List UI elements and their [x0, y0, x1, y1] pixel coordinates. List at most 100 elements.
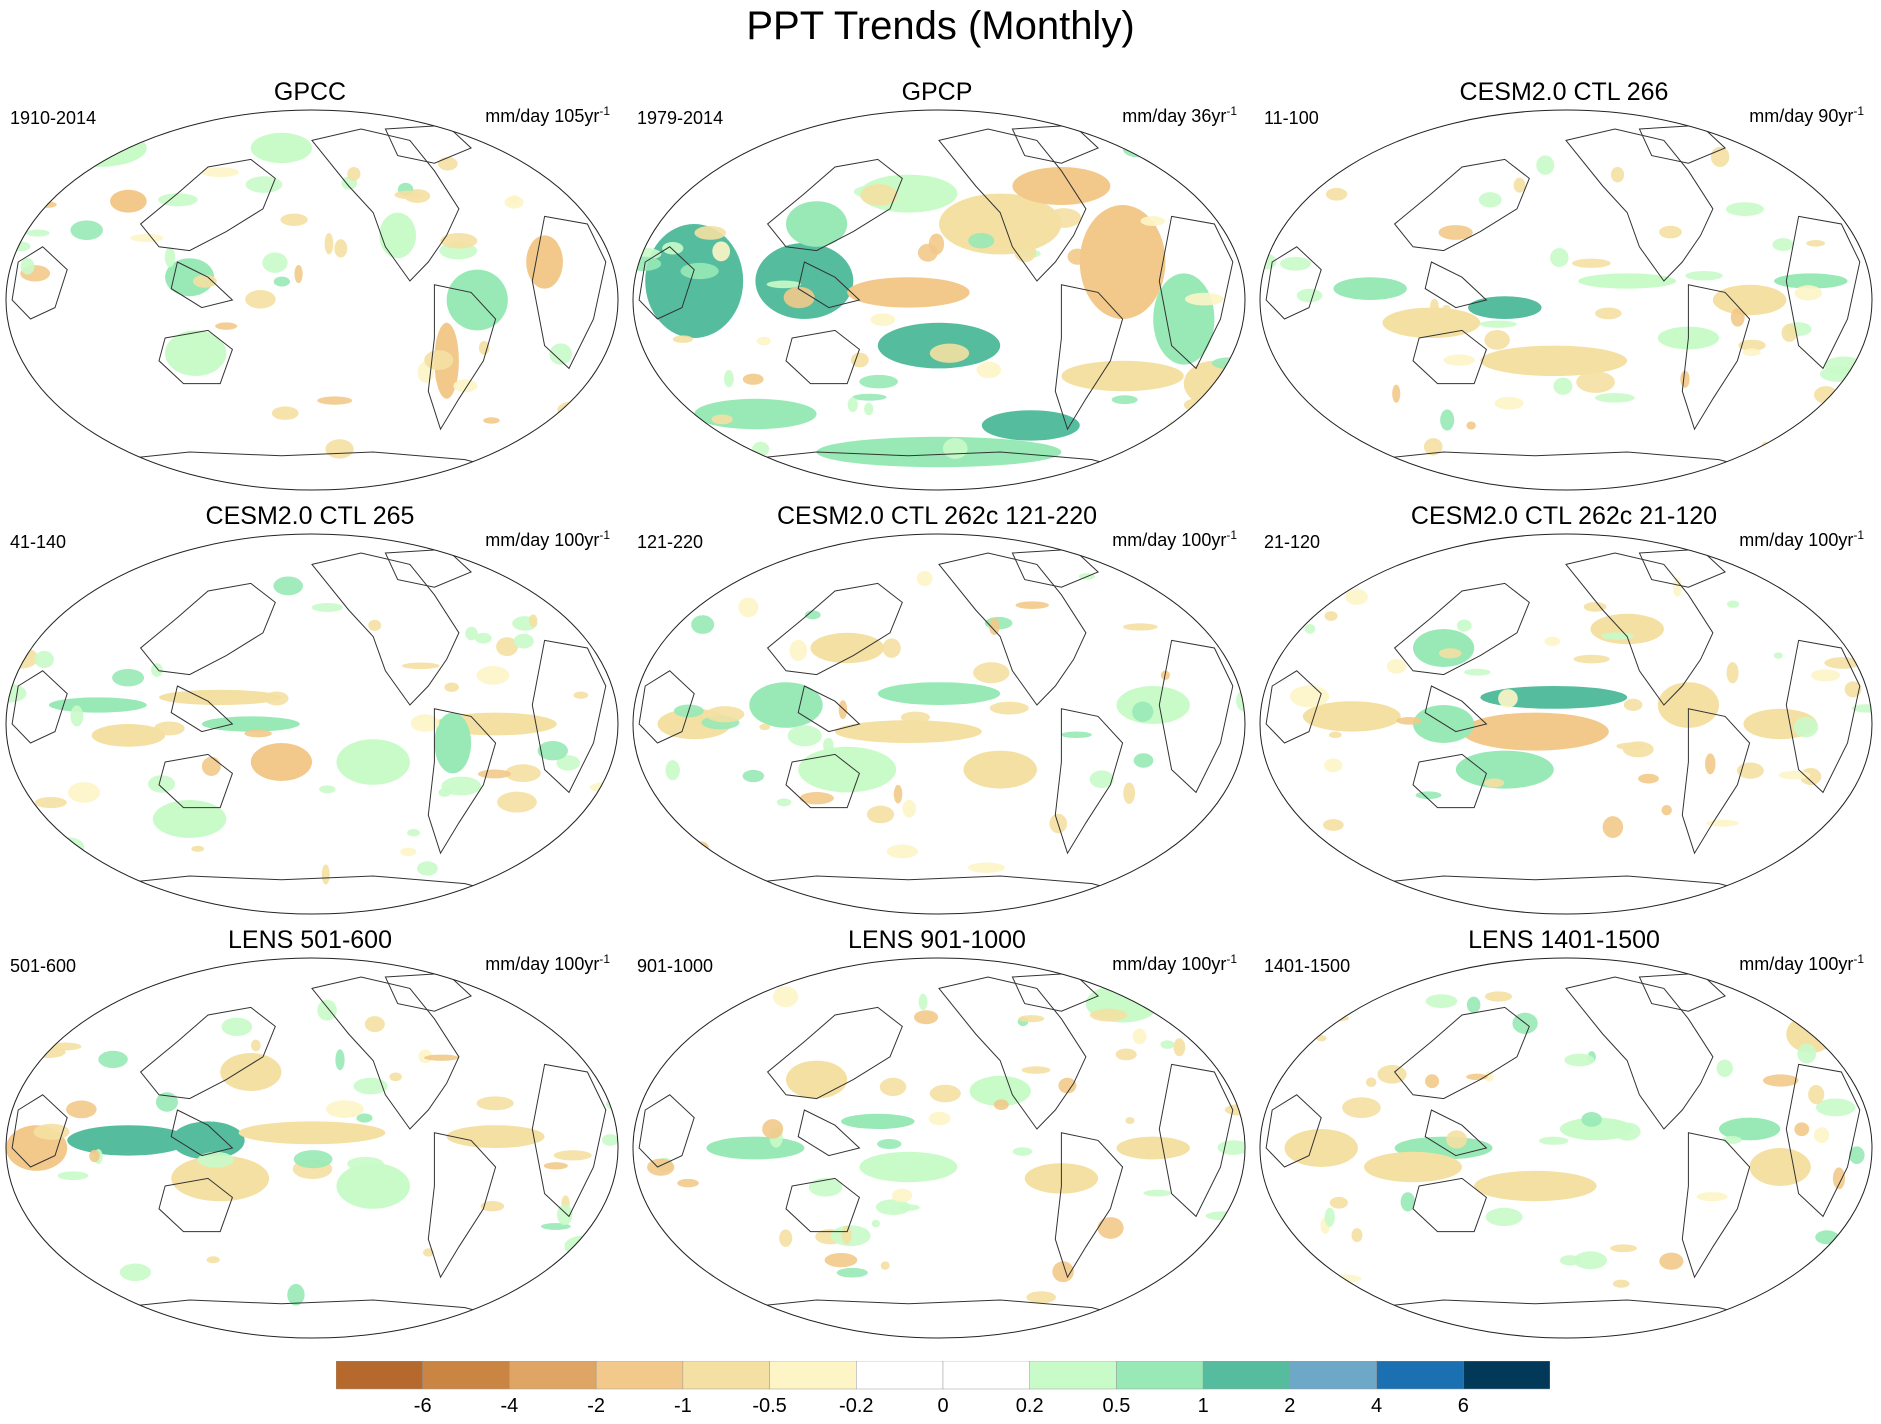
trend-patch	[441, 776, 482, 796]
trend-anomaly	[201, 716, 300, 732]
trend-patch	[1848, 1146, 1865, 1164]
trend-patch	[1441, 304, 1452, 317]
trend-patch	[1211, 357, 1245, 370]
map-border	[5, 533, 619, 915]
coastline	[785, 329, 860, 385]
trend-patch	[1280, 256, 1311, 271]
units-text: mm/day 100yr	[485, 530, 600, 550]
trend-patch	[836, 1267, 868, 1278]
trend-patch	[1616, 742, 1645, 750]
trend-patch	[1324, 1207, 1335, 1227]
trend-patch	[1466, 996, 1481, 1014]
trend-patch	[325, 1100, 364, 1118]
trend-patch	[1425, 994, 1458, 1009]
trend-patch	[1659, 1252, 1684, 1270]
trend-patch	[1576, 371, 1615, 393]
trend-patch	[245, 289, 276, 309]
trend-patch	[66, 1100, 97, 1119]
trend-patch	[1392, 384, 1401, 403]
trend-patch	[17, 429, 57, 438]
colorbar-label: -0.2	[839, 1395, 874, 1417]
trend-patch	[1680, 370, 1690, 388]
trend-patch	[1793, 716, 1819, 738]
trend-patch	[633, 396, 651, 414]
trend-patch	[850, 352, 869, 368]
trend-patch	[476, 1096, 514, 1111]
trend-patch	[287, 1283, 305, 1306]
map-panel: GPCC 1910-2014 mm/day 105yr-1	[0, 78, 620, 498]
coastline	[1011, 548, 1100, 588]
trend-patch	[886, 844, 919, 859]
coastline	[938, 976, 1087, 1130]
trend-patch	[1725, 202, 1764, 217]
trend-patch	[294, 265, 303, 284]
panel-units: mm/day 36yr-1	[1122, 104, 1237, 127]
trend-patch	[245, 176, 283, 193]
coastline	[1054, 1132, 1124, 1279]
trend-patch	[870, 313, 896, 327]
trend-patch	[250, 1039, 261, 1052]
trend-patch	[1316, 1035, 1327, 1042]
trend-anomaly	[1474, 1170, 1597, 1202]
trend-patch	[317, 999, 337, 1021]
coastline	[1370, 875, 1762, 896]
trend-patch	[1296, 288, 1323, 303]
units-text: mm/day 36yr	[1122, 106, 1227, 126]
trend-anomaly	[1774, 273, 1848, 289]
trend-patch	[1659, 225, 1682, 239]
trend-patch	[711, 414, 733, 425]
trend-patch	[1716, 1059, 1733, 1078]
trend-patch	[513, 633, 534, 649]
trend-patch	[1097, 1217, 1124, 1239]
trend-patch	[273, 276, 291, 287]
trend-patch	[1446, 1130, 1468, 1149]
trend-patch	[1479, 320, 1517, 328]
colorbar-swatch	[682, 1360, 770, 1390]
trend-patch	[1536, 155, 1555, 175]
coastline	[170, 1109, 234, 1157]
trend-patch	[808, 1178, 843, 1197]
trend-patch	[1706, 819, 1739, 827]
trend-patch	[201, 756, 221, 776]
trend-patch	[1140, 216, 1166, 227]
trend-anomaly	[48, 129, 147, 167]
trend-patch	[1726, 662, 1739, 684]
trend-patch	[1463, 668, 1491, 676]
trend-patch	[1824, 657, 1861, 669]
trend-anomaly	[1455, 750, 1554, 789]
trend-patch	[601, 1134, 618, 1146]
coastline	[1565, 128, 1714, 282]
coastline	[1412, 329, 1487, 385]
trend-patch	[130, 233, 164, 243]
trend-patch	[444, 682, 459, 692]
trend-patch	[347, 1156, 384, 1171]
trend-patch	[875, 1199, 911, 1216]
colorbar-swatch	[856, 1360, 944, 1390]
trend-patch	[6, 647, 39, 669]
colorbar-swatch	[1202, 1360, 1291, 1390]
trend-anomaly	[1302, 701, 1401, 732]
trend-patch	[759, 723, 771, 731]
trend-patch	[1132, 701, 1154, 722]
trend-patch	[353, 1077, 388, 1095]
trend-patch	[440, 233, 478, 249]
trend-patch	[1046, 208, 1081, 228]
trend-patch	[787, 725, 822, 747]
trend-patch	[465, 626, 478, 641]
trend-patch	[324, 233, 334, 255]
trend-patch	[1325, 187, 1348, 201]
trend-anomaly	[1079, 205, 1166, 319]
panel-units: mm/day 100yr-1	[1112, 528, 1237, 551]
trend-anomaly	[1578, 273, 1677, 289]
robinson-map	[1259, 109, 1873, 491]
trend-patch	[1573, 654, 1610, 664]
trend-patch	[779, 1229, 793, 1247]
coastline	[11, 246, 68, 320]
trend-patch	[317, 396, 353, 405]
colorbar-swatch	[769, 1360, 857, 1390]
trend-patch	[1673, 577, 1682, 597]
trend-patch	[1429, 298, 1439, 315]
trend-anomaly	[1364, 1151, 1462, 1183]
trend-patch	[112, 669, 145, 687]
trend-patch	[504, 195, 524, 209]
